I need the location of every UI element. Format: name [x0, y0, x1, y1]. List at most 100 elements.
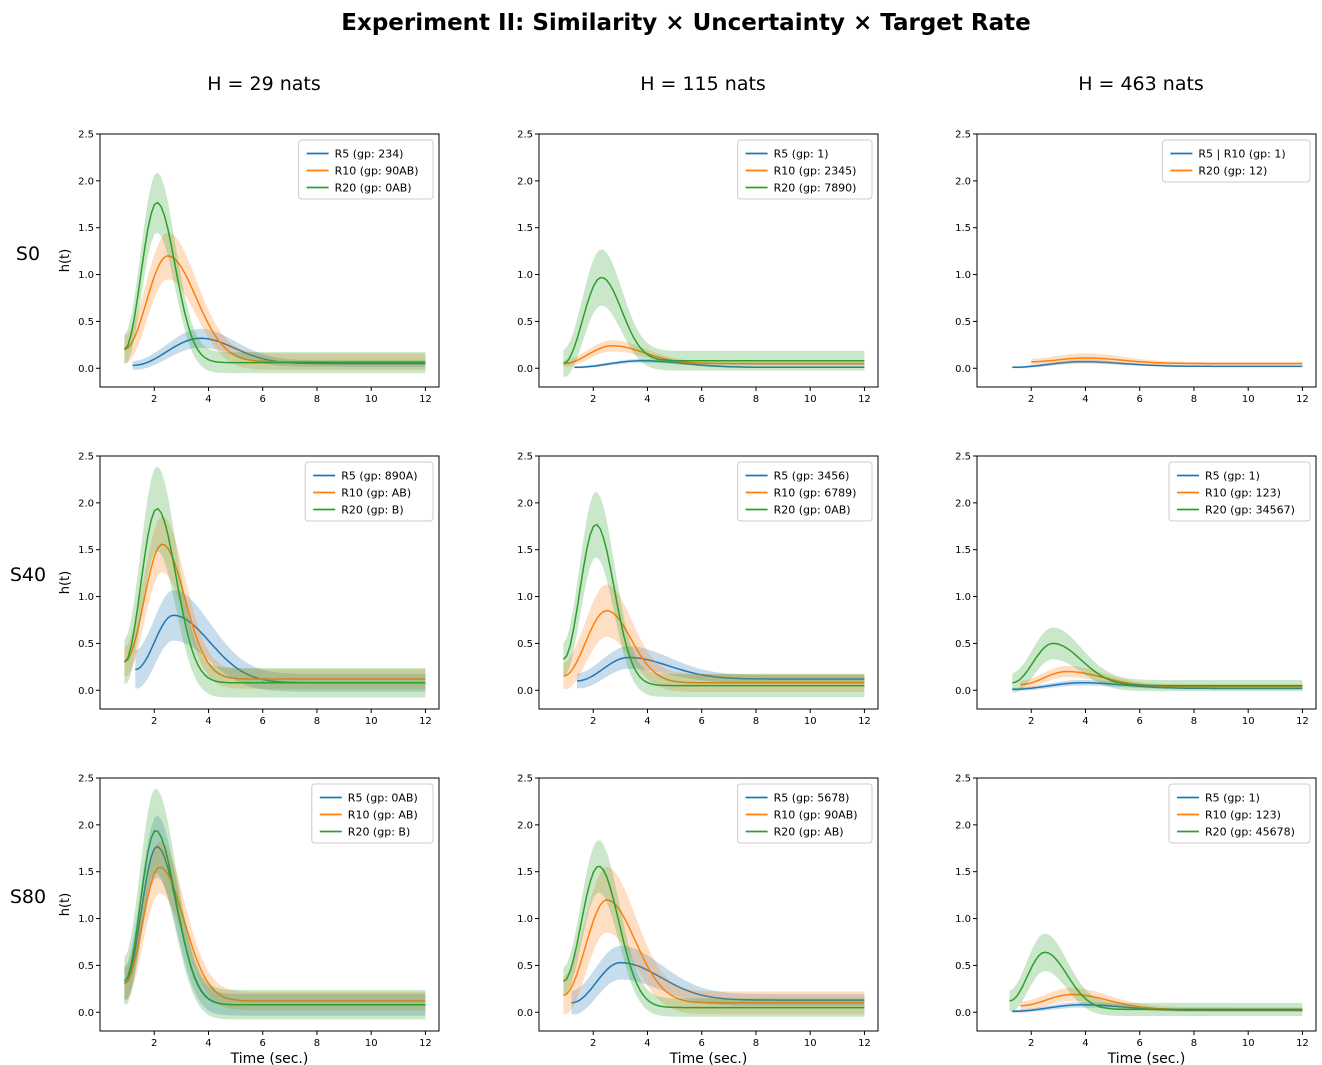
axes-frame: [99, 777, 440, 1032]
y-tick-label: 2.0: [517, 498, 533, 509]
legend-box: [737, 139, 873, 200]
legend-box: [311, 783, 434, 844]
y-tick-label: 0.0: [78, 364, 94, 375]
x-tick-label: 12: [419, 394, 432, 405]
confidence-band: [124, 466, 426, 698]
series-line: [1012, 642, 1303, 687]
y-tick-label: 1.5: [955, 223, 971, 234]
y-tick-label: 0.5: [955, 317, 971, 328]
x-tick-label: 4: [1082, 716, 1088, 727]
y-tick-label: 2.0: [78, 820, 94, 831]
subplot: 2 4 6 8 10 12 0.0 0.5 1.0 1.5 2.0 2.5 R5 (gp: 1) R10 …: [517, 130, 879, 405]
axes-frame: [538, 777, 879, 1032]
x-tick-label: 6: [1137, 716, 1143, 727]
confidence-band: [135, 590, 426, 692]
x-axis-label: Time (sec.): [230, 1051, 309, 1065]
legend: R5 (gp: 5678) R10 (gp: 90AB) R20 (gp: AB): [737, 783, 873, 844]
legend-entry: R5 (gp: 1): [1205, 792, 1260, 805]
subplot: 2 4 6 8 10 12 0.0 0.5 1.0 1.5 2.0 2.5 R5 | R10 (gp: …: [955, 130, 1317, 405]
legend-entry: R10 (gp: 123): [1205, 809, 1281, 822]
confidence-band: [1031, 353, 1303, 366]
y-tick-label: 2.5: [955, 774, 971, 785]
y-tick-label: 1.0: [955, 914, 971, 925]
axes-frame: [976, 777, 1317, 1032]
legend-entry: R20 (gp: 0AB): [335, 182, 412, 195]
series-line: [563, 609, 865, 684]
x-tick-label: 10: [365, 716, 378, 727]
x-tick-label: 10: [1242, 1038, 1255, 1049]
panels: 2 4 6 8 10 12 0.0 0.5 1.0 1.5 2.0 2.5 h(t) R5 (gp: 23…: [58, 130, 1317, 1065]
subplot: 2 4 6 8 10 12 0.0 0.5 1.0 1.5 2.0 2.5 h(t) Time (sec.…: [58, 774, 440, 1065]
legend-entry: R10 (gp: 90AB): [335, 165, 419, 178]
x-tick-label: 10: [804, 1038, 817, 1049]
y-tick-label: 2.5: [517, 774, 533, 785]
y-tick-label: 2.5: [78, 452, 94, 463]
series-line: [123, 830, 426, 1006]
confidence-band: [563, 840, 865, 1017]
x-tick-label: 2: [1028, 1038, 1034, 1049]
series-line: [571, 961, 865, 1004]
x-tick-label: 6: [699, 1038, 705, 1049]
y-tick-label: 2.0: [517, 176, 533, 187]
x-tick-label: 4: [644, 394, 650, 405]
subplot: 2 4 6 8 10 12 0.0 0.5 1.0 1.5 2.0 2.5 Time (sec.) R5 …: [517, 774, 879, 1065]
y-tick-label: 1.5: [517, 223, 533, 234]
x-tick-label: 8: [753, 394, 759, 405]
y-tick-label: 1.5: [517, 545, 533, 556]
series-line: [1012, 360, 1303, 369]
x-tick-label: 8: [753, 1038, 759, 1049]
axes-frame: [976, 455, 1317, 710]
y-tick-label: 2.5: [955, 130, 971, 141]
column-title: H = 463 nats: [1078, 73, 1204, 95]
legend: R5 (gp: 234) R10 (gp: 90AB) R20 (gp: 0AB): [298, 139, 434, 200]
y-tick-label: 0.0: [517, 686, 533, 697]
x-tick-label: 4: [1082, 1038, 1088, 1049]
series-line: [563, 276, 865, 365]
x-tick-label: 10: [365, 394, 378, 405]
legend-entry: R5 (gp: 234): [335, 148, 404, 161]
axes-frame: [976, 133, 1317, 388]
x-tick-label: 2: [151, 1038, 157, 1049]
x-tick-label: 10: [365, 1038, 378, 1049]
x-tick-label: 8: [1191, 716, 1197, 727]
legend-entry: R20 (gp: 45678): [1205, 826, 1295, 839]
series-line: [1012, 682, 1303, 691]
series-line: [576, 656, 865, 682]
axes-frame: [538, 455, 879, 710]
y-tick-label: 1.5: [78, 545, 94, 556]
y-tick-label: 0.5: [78, 317, 94, 328]
legend-entry: R5 (gp: 5678): [774, 792, 850, 805]
x-tick-label: 4: [205, 394, 211, 405]
confidence-band: [563, 340, 865, 367]
x-tick-label: 10: [1242, 716, 1255, 727]
confidence-band: [563, 249, 865, 377]
y-tick-label: 0.5: [517, 961, 533, 972]
series-line: [123, 201, 426, 364]
legend-box: [737, 783, 873, 844]
legend-box: [298, 139, 434, 200]
axes-frame: [99, 455, 440, 710]
x-tick-label: 2: [151, 394, 157, 405]
x-tick-label: 12: [1296, 1038, 1309, 1049]
axes-frame: [538, 133, 879, 388]
x-tick-label: 6: [1137, 1038, 1143, 1049]
series-line: [123, 543, 426, 680]
legend: R5 (gp: 3456) R10 (gp: 6789) R20 (gp: 0AB): [737, 461, 873, 522]
confidence-band: [1020, 987, 1303, 1012]
x-tick-label: 6: [260, 1038, 266, 1049]
legend-entry: R5 (gp: 0AB): [348, 792, 418, 805]
x-tick-label: 4: [644, 716, 650, 727]
y-tick-label: 0.5: [78, 639, 94, 650]
x-tick-label: 12: [858, 1038, 871, 1049]
y-tick-label: 0.0: [78, 1008, 94, 1019]
legend-entry: R10 (gp: 2345): [774, 165, 857, 178]
x-tick-label: 12: [858, 716, 871, 727]
y-tick-label: 0.0: [955, 686, 971, 697]
confidence-band: [124, 788, 426, 1020]
x-tick-label: 8: [1191, 1038, 1197, 1049]
x-tick-label: 2: [151, 716, 157, 727]
series-line: [1009, 951, 1303, 1011]
legend-entry: R10 (gp: 123): [1205, 487, 1281, 500]
confidence-band: [124, 232, 426, 370]
column-title: H = 115 nats: [640, 73, 766, 95]
